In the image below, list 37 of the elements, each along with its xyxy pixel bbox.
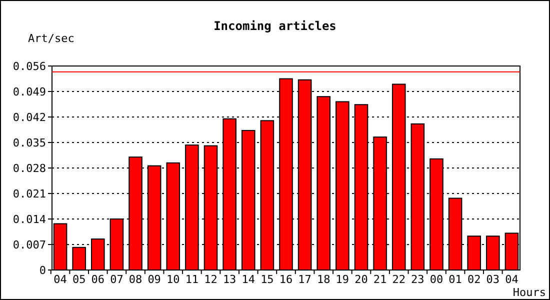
x-tick-label: 22 <box>392 273 406 286</box>
x-tick-label: 21 <box>373 273 387 286</box>
x-tick-label: 05 <box>72 273 86 286</box>
x-tick-label: 19 <box>336 273 350 286</box>
x-tick-label: 11 <box>185 273 199 286</box>
x-tick-label: 01 <box>448 273 462 286</box>
y-tick-label: 0.028 <box>12 162 46 175</box>
x-tick-label: 17 <box>298 273 312 286</box>
y-tick-label: 0.042 <box>12 110 46 124</box>
y-axis-title: Art/sec <box>28 32 74 45</box>
y-tick-label: 0.049 <box>12 85 46 98</box>
x-tick-label: 15 <box>260 273 274 286</box>
x-tick-label: 23 <box>411 273 424 286</box>
y-tick-label: 0.014 <box>12 212 46 226</box>
x-tick-label: 06 <box>91 273 105 286</box>
x-tick-label: 13 <box>222 273 236 286</box>
chart-title: Incoming articles <box>214 19 336 33</box>
x-tick-label: 20 <box>354 273 368 286</box>
y-tick-label: 0 <box>39 264 46 277</box>
y-tick-label: 0.035 <box>12 136 46 150</box>
x-tick-label: 09 <box>148 273 161 286</box>
x-tick-label: 04 <box>505 273 519 286</box>
x-tick-label: 03 <box>486 273 500 286</box>
x-tick-label: 12 <box>204 273 218 286</box>
y-tick-label: 0.021 <box>12 187 46 200</box>
x-axis-title: Hours <box>512 286 546 299</box>
x-tick-label: 00 <box>430 273 444 286</box>
x-tick-label: 18 <box>316 273 330 286</box>
x-tick-label: 02 <box>467 273 481 286</box>
x-tick-label: 08 <box>128 273 142 286</box>
x-tick-label: 10 <box>166 273 180 286</box>
x-tick-label: 04 <box>54 273 68 286</box>
x-tick-label: 14 <box>242 273 256 286</box>
y-tick-label: 0.056 <box>12 60 46 73</box>
y-tick-label: 0.007 <box>12 238 46 252</box>
x-tick-label: 16 <box>279 273 293 286</box>
x-tick-label: 07 <box>110 273 124 286</box>
